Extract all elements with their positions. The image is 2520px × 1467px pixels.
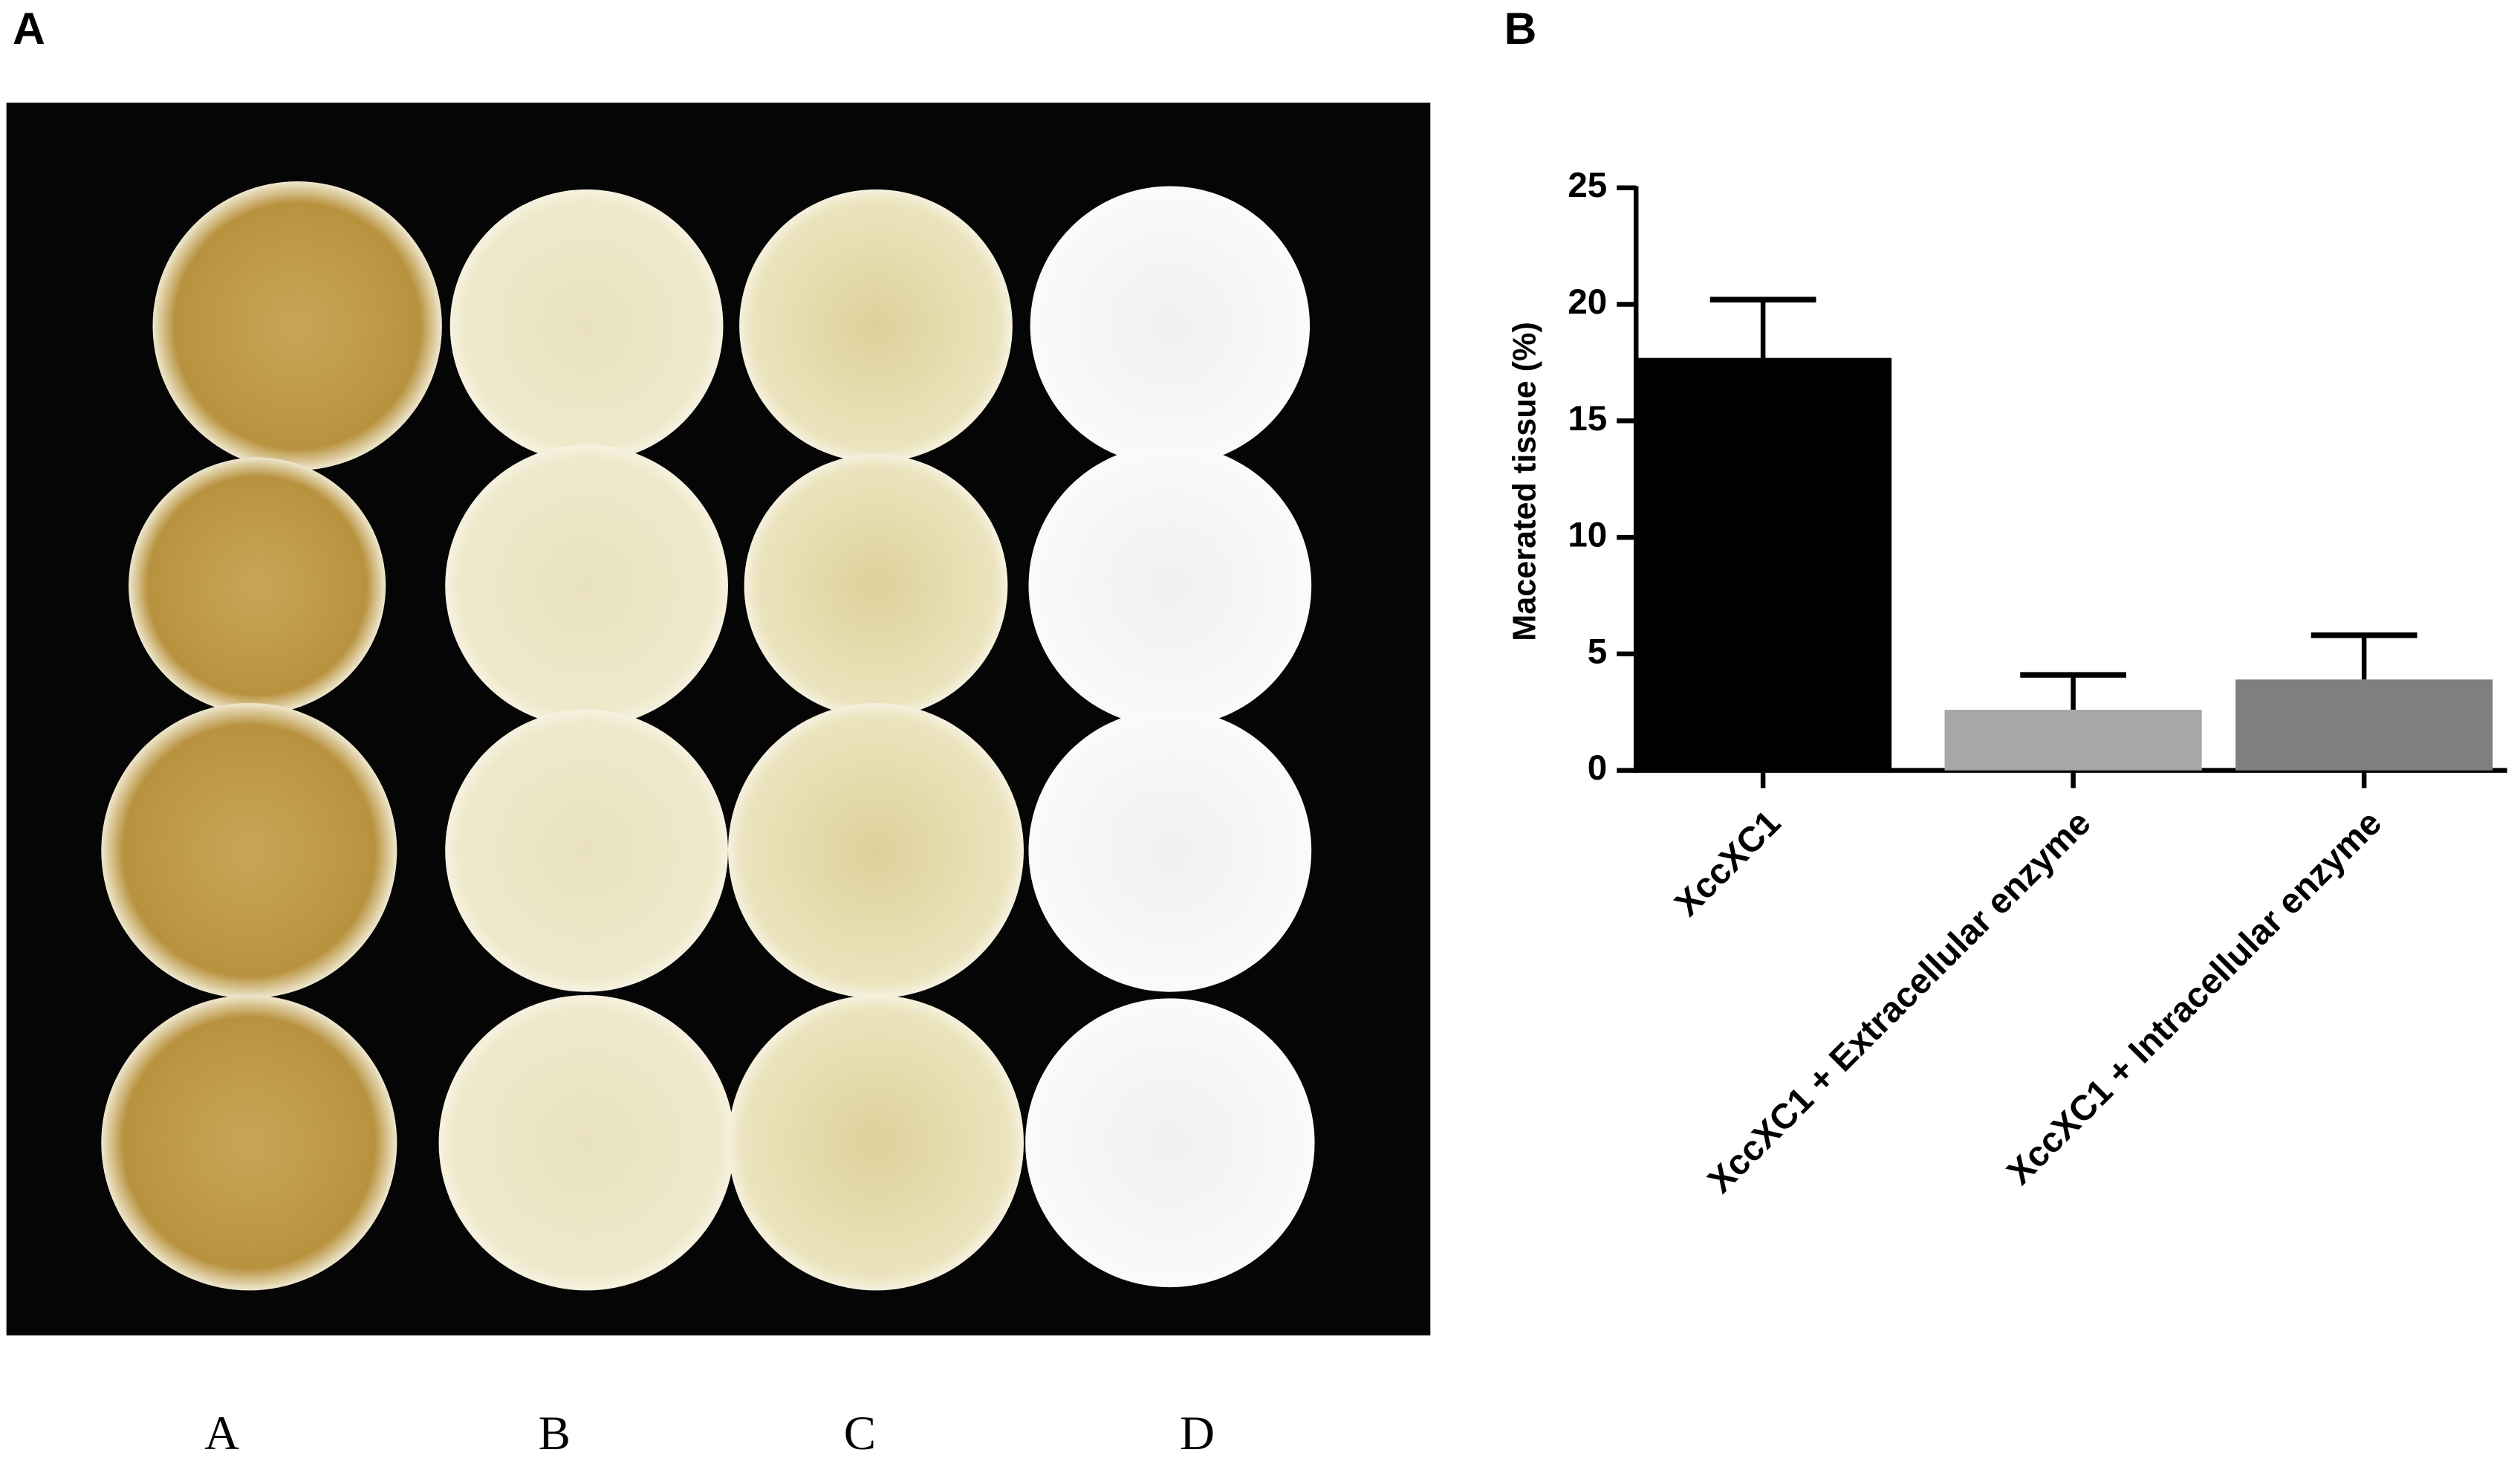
radish-slice [1028,709,1312,992]
radish-slice [445,709,728,992]
x-tick-label: XccXC1 [1667,803,1788,924]
radish-slice [101,995,397,1291]
y-axis-label: Macerated tissue (%) [1507,322,1543,641]
photo-label: A [204,1407,239,1460]
photo-label: C [844,1407,876,1460]
radish-slice [449,189,724,463]
photo-label: B [539,1407,571,1460]
radish-slice [1030,186,1311,466]
radish-slice [1028,444,1312,728]
radish-slice [739,189,1013,463]
radish-slice [727,702,1024,999]
bar [1944,710,2202,771]
radish-slice [727,995,1024,1291]
bar [1634,357,1892,771]
radish-slice [744,454,1008,718]
photo-label: D [1180,1407,1215,1460]
y-tick-label: 20 [1568,282,1607,322]
radish-slice [129,457,386,715]
radish-slice [101,702,397,999]
y-tick-label: 15 [1568,399,1607,438]
panel-label: A [13,3,45,54]
panel-label: B [1504,3,1537,54]
radish-slice [445,444,728,728]
photo-slices [101,181,1315,1291]
bar [2235,679,2493,771]
radish-slice [1025,998,1315,1288]
radish-slice [438,995,735,1291]
y-tick-label: 25 [1568,166,1607,205]
y-tick-label: 0 [1588,748,1607,788]
y-tick-label: 10 [1568,516,1607,555]
y-tick-label: 5 [1588,632,1607,671]
radish-slice [152,181,442,470]
